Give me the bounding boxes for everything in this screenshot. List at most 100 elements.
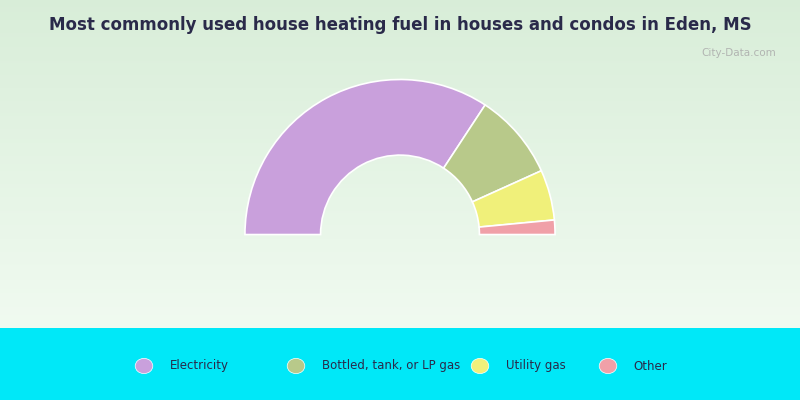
Bar: [0, 140, 800, 141]
Bar: [0, 89, 800, 91]
Text: Most commonly used house heating fuel in houses and condos in Eden, MS: Most commonly used house heating fuel in…: [49, 16, 751, 34]
Bar: [0, 135, 800, 136]
Bar: [0, 21, 800, 23]
Bar: [0, 344, 800, 345]
Bar: [0, 248, 800, 249]
Bar: [0, 247, 800, 248]
Bar: [0, 319, 800, 320]
Bar: [0, 85, 800, 87]
Bar: [0, 280, 800, 281]
Bar: [0, 3, 800, 4]
Bar: [0, 25, 800, 27]
Bar: [0, 236, 800, 237]
Bar: [0, 229, 800, 231]
Bar: [0, 113, 800, 115]
Wedge shape: [245, 80, 485, 234]
Bar: [0, 92, 800, 93]
Bar: [0, 155, 800, 156]
Bar: [0, 305, 800, 307]
Bar: [0, 268, 800, 269]
Bar: [0, 353, 800, 355]
Bar: [0, 308, 800, 309]
Bar: [0, 80, 800, 81]
Bar: [0, 245, 800, 247]
Bar: [0, 367, 800, 368]
Bar: [0, 349, 800, 351]
Bar: [0, 377, 800, 379]
Bar: [0, 148, 800, 149]
Bar: [0, 177, 800, 179]
Bar: [0, 212, 800, 213]
Bar: [0, 361, 800, 363]
Bar: [0, 8, 800, 9]
Bar: [0, 189, 800, 191]
Bar: [0, 309, 800, 311]
Bar: [0, 79, 800, 80]
Bar: [0, 144, 800, 145]
Bar: [0, 27, 800, 28]
Bar: [0, 159, 800, 160]
Bar: [0, 388, 800, 389]
Bar: [0, 227, 800, 228]
Bar: [0, 32, 800, 33]
Bar: [0, 363, 800, 364]
Wedge shape: [479, 220, 555, 234]
Bar: [0, 252, 800, 253]
Bar: [0, 52, 800, 53]
Bar: [0, 208, 800, 209]
Bar: [0, 228, 800, 229]
Bar: [0, 124, 800, 125]
Bar: [0, 301, 800, 303]
Bar: [0, 68, 800, 69]
Bar: [0, 133, 800, 135]
Bar: [0, 168, 800, 169]
Bar: [0, 136, 800, 137]
Bar: [0, 297, 800, 299]
Bar: [0, 161, 800, 163]
Bar: [0, 272, 800, 273]
Bar: [0, 12, 800, 13]
Bar: [0, 357, 800, 359]
Bar: [0, 324, 800, 325]
Bar: [0, 196, 800, 197]
Bar: [0, 307, 800, 308]
Bar: [0, 60, 800, 61]
Bar: [0, 240, 800, 241]
Bar: [0, 115, 800, 116]
Bar: [0, 31, 800, 32]
Bar: [0, 19, 800, 20]
Bar: [0, 95, 800, 96]
Bar: [0, 288, 800, 289]
Bar: [0, 284, 800, 285]
Bar: [0, 81, 800, 83]
Bar: [0, 364, 800, 365]
Bar: [0, 97, 800, 99]
Bar: [0, 209, 800, 211]
Bar: [0, 325, 800, 327]
Bar: [0, 71, 800, 72]
Bar: [0, 261, 800, 263]
Bar: [0, 103, 800, 104]
Bar: [0, 351, 800, 352]
Bar: [0, 200, 800, 201]
Bar: [0, 376, 800, 377]
Bar: [0, 176, 800, 177]
Bar: [0, 239, 800, 240]
Bar: [0, 241, 800, 243]
Bar: [0, 277, 800, 279]
Bar: [0, 216, 800, 217]
Bar: [0, 47, 800, 48]
Bar: [0, 256, 800, 257]
Bar: [0, 355, 800, 356]
Bar: [0, 251, 800, 252]
Bar: [0, 15, 800, 16]
Bar: [0, 156, 800, 157]
Bar: [0, 120, 800, 121]
Bar: [0, 65, 800, 67]
Bar: [0, 129, 800, 131]
Bar: [0, 28, 800, 29]
Bar: [0, 213, 800, 215]
Bar: [0, 332, 800, 333]
Bar: [0, 149, 800, 151]
Bar: [0, 7, 800, 8]
